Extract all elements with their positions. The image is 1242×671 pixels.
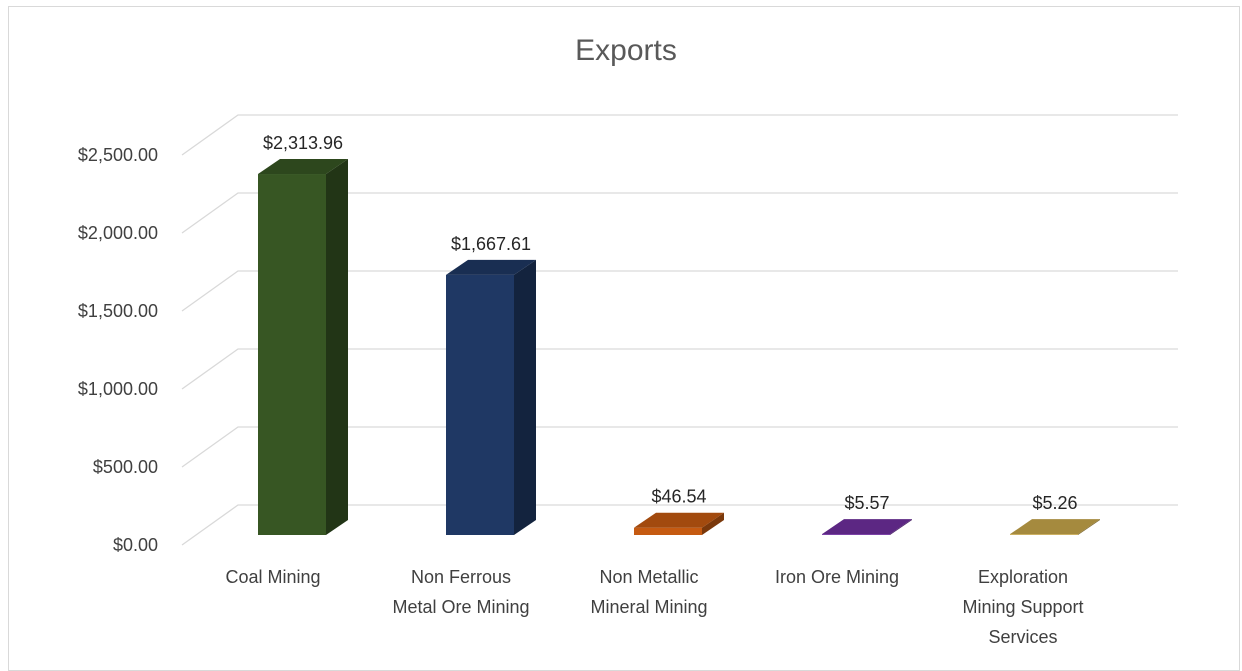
- bar-side: [702, 512, 724, 535]
- x-category-label: Iron Ore Mining: [775, 567, 899, 587]
- y-tick-label: $1,500.00: [78, 301, 158, 321]
- bar-front: [634, 527, 702, 535]
- bar-side: [1078, 519, 1100, 535]
- x-category-label: Non Ferrous Metal Ore Mining: [392, 567, 529, 617]
- bar-side: [326, 159, 348, 535]
- gridline: [181, 426, 1178, 468]
- gridline: [181, 348, 1178, 390]
- data-label: $2,313.96: [263, 133, 343, 153]
- bar: [1010, 519, 1100, 535]
- gridline: [181, 114, 1178, 156]
- bar: [258, 159, 348, 535]
- bar-top: [822, 519, 912, 535]
- y-tick-label: $2,500.00: [78, 145, 158, 165]
- gridline: [181, 192, 1178, 234]
- data-label: $5.57: [844, 493, 889, 513]
- data-label: $5.26: [1032, 493, 1077, 513]
- bar-top: [258, 159, 348, 175]
- bar-top: [446, 259, 536, 275]
- gridlines: [181, 114, 1178, 546]
- x-category-label: Exploration Mining Support Services: [962, 567, 1083, 647]
- data-label: $46.54: [651, 487, 706, 507]
- y-tick-label: $500.00: [93, 457, 158, 477]
- bar-top: [634, 512, 724, 528]
- x-category-label: Non Metallic Mineral Mining: [590, 567, 707, 617]
- gridline: [181, 270, 1178, 312]
- y-tick-label: $1,000.00: [78, 379, 158, 399]
- chart-frame: [8, 6, 1240, 671]
- bar-side: [890, 519, 912, 535]
- chart-title: Exports: [575, 34, 677, 67]
- bar-front: [1010, 534, 1078, 535]
- bars: [258, 159, 1100, 535]
- bar: [634, 512, 724, 535]
- gridline: [181, 504, 1178, 546]
- y-axis-ticks: $0.00 $500.00 $1,000.00 $1,500.00 $2,000.00 $…: [78, 145, 158, 555]
- y-tick-label: $0.00: [113, 535, 158, 555]
- bar-front: [822, 534, 890, 535]
- x-axis-categories: Coal Mining Non Ferrous Metal Ore Mining No…: [225, 567, 1083, 647]
- bar-top: [1010, 519, 1100, 535]
- x-category-label: Coal Mining: [225, 567, 320, 587]
- bar: [446, 259, 536, 535]
- bar-front: [446, 274, 514, 535]
- bar-side: [514, 259, 536, 535]
- y-tick-label: $2,000.00: [78, 223, 158, 243]
- bar: [822, 519, 912, 535]
- data-label: $1,667.61: [451, 234, 531, 254]
- data-labels: $2,313.96 $1,667.61 $46.54 $5.57 $5.26: [263, 133, 1078, 513]
- bar-front: [258, 174, 326, 535]
